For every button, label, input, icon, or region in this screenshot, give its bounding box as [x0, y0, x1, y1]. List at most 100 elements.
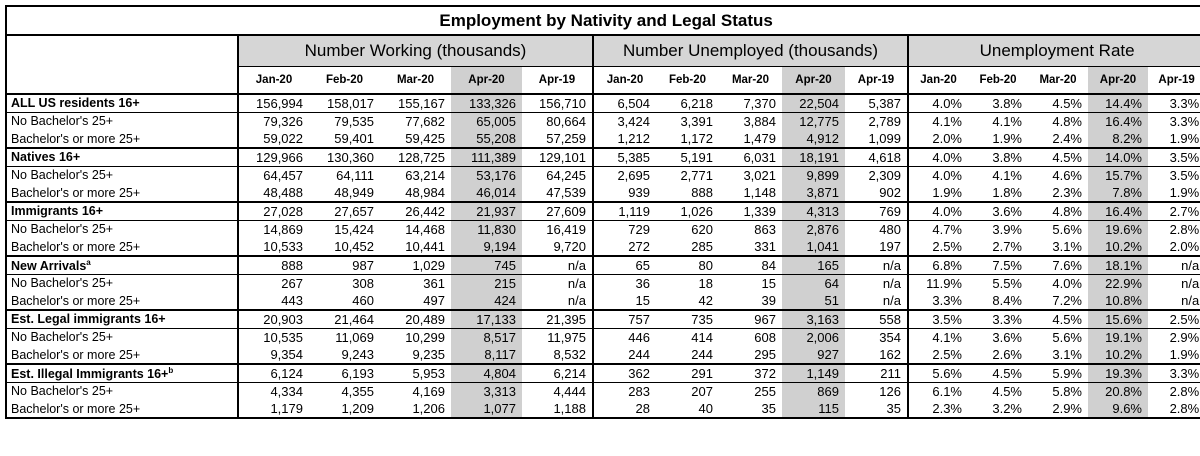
unemployed-cell: n/a [845, 273, 909, 292]
unemployed-cell: 162 [845, 346, 909, 364]
working-cell: 130,360 [309, 147, 380, 166]
working-cell: 8,532 [522, 346, 594, 364]
unemployed-cell: 64 [782, 273, 845, 292]
rate-cell: 18.1% [1088, 255, 1148, 274]
working-cell: 4,804 [451, 363, 522, 382]
rate-cell: 4.8% [1028, 201, 1088, 220]
unemployed-cell: 2,309 [845, 165, 909, 184]
working-cell: 21,937 [451, 201, 522, 220]
unemployed-cell: 283 [593, 381, 656, 400]
rate-cell: 22.9% [1088, 273, 1148, 292]
row-label-text: Bachelor's or more 25+ [11, 239, 141, 254]
group-header: Number Working (thousands) [238, 35, 594, 67]
unemployed-cell: 6,504 [617, 95, 650, 111]
unemployed-cell: 362 [593, 363, 656, 382]
working-cell: 4,169 [380, 381, 451, 400]
rate-cell: 15.6% [1088, 309, 1148, 328]
rate-cell: 4.5% [968, 381, 1028, 400]
rate-cell: 2.8% [1148, 219, 1200, 238]
rate-cell: 3.3% [1148, 94, 1200, 112]
month-header: Apr-19 [522, 66, 594, 95]
rate-cell: 2.5% [1148, 309, 1200, 328]
unemployed-cell: 115 [782, 400, 845, 419]
unemployed-cell: 84 [719, 255, 782, 274]
table-row: No Bachelor's 25+ 267 308 361 215 n/a 36 18 15 64… [5, 273, 1200, 292]
unemployed-cell: 446 [593, 327, 656, 346]
working-cell: 156,710 [522, 94, 594, 112]
rate-cell: 14.0% [1088, 147, 1148, 166]
unemployed-cell: 1,041 [782, 238, 845, 256]
row-label: Bachelor's or more 25+ [5, 184, 239, 202]
unemployed-cell: 4,618 [845, 147, 909, 166]
month-header: Apr-19 [1148, 66, 1200, 95]
rate-cell: 1.9% [1148, 184, 1200, 202]
unemployed-cell: 244 [628, 347, 650, 362]
rate-cell: 4.6% [1028, 165, 1088, 184]
unemployed-cell: 126 [845, 381, 909, 400]
unemployed-cell: 1,026 [656, 201, 719, 220]
rate-cell: 3.8% [968, 147, 1028, 166]
rate-cell: 7.2% [1052, 293, 1082, 308]
working-cell: 443 [281, 293, 303, 308]
working-cell: 9,194 [451, 238, 522, 256]
unemployed-cell: 902 [845, 184, 909, 202]
rate-cell: 5.6% [1028, 219, 1088, 238]
row-label-text: New Arrivals [11, 258, 87, 273]
unemployed-cell: 7,370 [743, 95, 776, 111]
working-cell: 4,444 [522, 381, 594, 400]
table-row: Est. Legal immigrants 16+ 20,903 21,464 20,… [5, 309, 1200, 328]
working-cell: 6,214 [522, 363, 594, 382]
rate-cell: 3.3% [968, 309, 1028, 328]
month-header: Mar-20 [380, 66, 451, 95]
working-cell: 59,022 [263, 131, 303, 146]
rate-cell: 15.7% [1088, 165, 1148, 184]
row-label-text: Est. Legal immigrants 16+ [11, 312, 166, 327]
rate-cell: 2.3% [1052, 185, 1082, 200]
rate-cell: 4.5% [1028, 309, 1088, 328]
unemployed-cell: 2,771 [656, 165, 719, 184]
unemployed-cell: 1,119 [593, 201, 656, 220]
row-label: No Bachelor's 25+ [5, 165, 239, 184]
month-header: Mar-20 [719, 66, 782, 95]
working-cell: 1,188 [522, 400, 594, 419]
working-cell: 55,208 [451, 130, 522, 148]
unemployed-cell: 18 [656, 273, 719, 292]
unemployed-cell: 3,021 [719, 165, 782, 184]
working-cell: 424 [451, 292, 522, 310]
row-label: No Bachelor's 25+ [5, 273, 239, 292]
unemployed-cell: 2,006 [782, 327, 845, 346]
row-label: Est. Illegal Immigrants 16+b [5, 363, 239, 382]
unemployed-cell: 620 [656, 219, 719, 238]
unemployed-cell: 372 [719, 363, 782, 382]
working-cell: 47,539 [522, 184, 594, 202]
employment-table: Employment by Nativity and Legal Status … [4, 5, 1200, 419]
unemployed-cell: 608 [719, 327, 782, 346]
working-cell: 48,949 [334, 185, 374, 200]
rate-cell: 20.8% [1088, 381, 1148, 400]
row-label: Bachelor's or more 25+ [5, 346, 239, 364]
working-cell: 20,489 [380, 309, 451, 328]
rate-cell: n/a [1148, 255, 1200, 274]
unemployed-cell: 39 [761, 293, 776, 308]
rate-cell: 3.6% [968, 201, 1028, 220]
working-cell: 63,214 [380, 165, 451, 184]
rate-cell: 1.8% [992, 185, 1022, 200]
row-label-text: ALL US residents 16+ [11, 96, 140, 111]
working-cell: 64,245 [522, 165, 594, 184]
footnote-marker: b [168, 365, 174, 375]
rate-cell: 4.0% [1028, 273, 1088, 292]
table-row: Est. Illegal Immigrants 16+b 6,124 6,193 5,… [5, 363, 1200, 382]
row-label-text: Immigrants 16+ [11, 204, 104, 219]
unemployed-cell: 4,313 [782, 201, 845, 220]
working-cell: 155,167 [398, 95, 445, 111]
working-cell: 27,028 [238, 201, 309, 220]
working-cell: 57,259 [522, 130, 594, 148]
unemployed-cell: 414 [656, 327, 719, 346]
rate-cell: 7.8% [1088, 184, 1148, 202]
rate-cell: 10.8% [1088, 292, 1148, 310]
unemployed-cell: 2,876 [782, 219, 845, 238]
working-cell: 11,830 [451, 219, 522, 238]
rate-cell: 3.5% [1148, 147, 1200, 166]
rate-cell: 3.8% [992, 95, 1022, 111]
rate-cell: 4.0% [908, 165, 968, 184]
